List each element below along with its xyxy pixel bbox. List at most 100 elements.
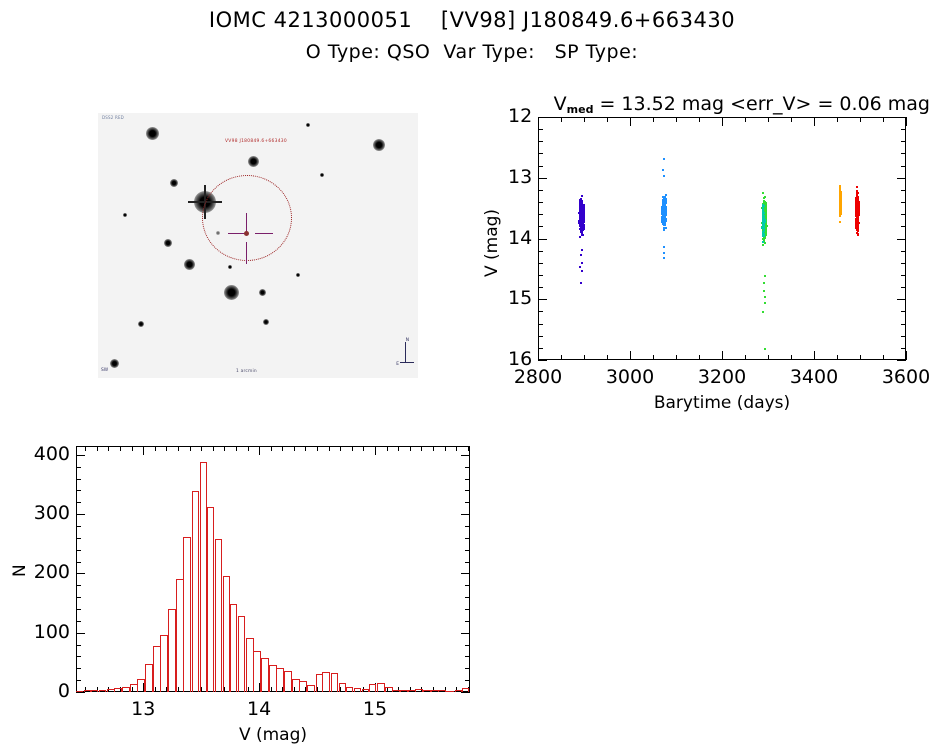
- lightcurve-outlier-point: [581, 261, 584, 264]
- lightcurve-point: [762, 209, 765, 212]
- histogram-bar: [438, 690, 446, 692]
- lightcurve-point: [661, 207, 664, 210]
- lightcurve-panel: 2800 3000 3200 3400 3600 12 13 14 15 16 Barytime …: [482, 105, 930, 413]
- histogram-bar: [75, 690, 84, 692]
- lightcurve-outlier-point: [580, 270, 583, 273]
- y-tick-minor: [538, 189, 543, 191]
- lightcurve-point: [763, 222, 766, 225]
- lightcurve-point: [856, 209, 858, 212]
- x-tick-major-top: [814, 117, 815, 126]
- field-star: [170, 179, 178, 187]
- y-tick-major: [538, 360, 547, 361]
- lightcurve-point: [761, 212, 764, 215]
- lightcurve-point: [663, 219, 666, 222]
- histogram-bar: [338, 682, 347, 692]
- lightcurve-outlier-point: [579, 266, 582, 269]
- y-tick-minor-right: [465, 490, 470, 492]
- y-tick-minor-right: [901, 274, 906, 276]
- x-tick-major-top: [538, 117, 539, 126]
- field-star: [296, 273, 300, 277]
- lightcurve-point: [763, 207, 766, 210]
- lightcurve-point: [854, 218, 857, 221]
- lightcurve-point: [580, 197, 583, 200]
- lightcurve-point: [663, 197, 666, 200]
- lightcurve-point: [855, 211, 858, 214]
- x-tick-minor: [444, 687, 446, 692]
- y-tick-major: [538, 177, 547, 179]
- lightcurve-point: [764, 213, 767, 215]
- y-tick-minor-right: [465, 502, 470, 504]
- y-tick-label: 100: [33, 620, 70, 643]
- lightcurve-point: [855, 202, 858, 205]
- y-tick-major: [538, 238, 547, 240]
- x-tick-minor: [791, 355, 792, 360]
- x-tick-minor-top: [96, 446, 98, 451]
- lightcurve-point: [579, 224, 582, 227]
- x-tick-minor-top: [409, 446, 411, 451]
- lightcurve-point: [856, 186, 859, 188]
- histogram-bar: [183, 536, 192, 692]
- x-tick-minor: [201, 687, 203, 692]
- lightcurve-point: [762, 241, 765, 244]
- histogram-bar: [168, 609, 176, 692]
- field-star: [224, 285, 239, 300]
- x-tick-minor-top: [270, 446, 272, 451]
- y-tick-minor-right: [901, 202, 906, 204]
- lightcurve-point: [761, 227, 764, 230]
- x-tick-minor: [883, 355, 884, 360]
- lightcurve-outlier-point: [581, 249, 584, 252]
- x-tick-minor-top: [432, 446, 434, 451]
- lightcurve-outlier-point: [662, 169, 665, 172]
- lightcurve-point: [857, 210, 860, 213]
- sky-image: DSS2 RED VV98 J180849.6+663430 1 arcmin …: [98, 113, 418, 378]
- lightcurve-point: [839, 197, 842, 200]
- y-tick-minor-right: [465, 478, 470, 480]
- lightcurve-point: [855, 214, 858, 217]
- x-tick-minor-top: [607, 117, 608, 122]
- x-tick-minor: [131, 687, 133, 692]
- y-tick-label: 400: [33, 442, 70, 465]
- histogram-bar: [261, 657, 269, 692]
- page-title: IOMC 4213000051 [VV98] J180849.6+663430: [208, 8, 736, 32]
- lightcurve-point: [840, 209, 843, 211]
- lightcurve-point: [578, 202, 581, 205]
- x-tick-minor: [270, 687, 272, 692]
- lightcurve-point: [856, 232, 859, 235]
- lightcurve-point: [762, 217, 765, 220]
- lightcurve-point: [664, 218, 667, 221]
- lightcurve-outlier-point: [662, 157, 665, 160]
- lightcurve-point: [855, 191, 858, 194]
- field-star: [373, 139, 385, 151]
- y-tick-minor: [76, 609, 81, 610]
- y-tick-minor: [76, 668, 81, 670]
- y-tick-minor-right: [465, 549, 470, 551]
- lightcurve-point: [839, 196, 842, 199]
- lightcurve-outlier-point: [763, 302, 766, 305]
- histogram-bar: [214, 539, 223, 692]
- histogram-bar: [229, 604, 238, 692]
- compass-north-label: N: [405, 338, 409, 343]
- lightcurve-point: [765, 208, 768, 211]
- x-tick-minor: [120, 687, 122, 692]
- lightcurve-point: [581, 216, 584, 218]
- vmed-subscript: med: [566, 103, 594, 116]
- lightcurve-point: [839, 193, 841, 196]
- histogram-bar: [252, 650, 261, 692]
- y-tick-minor-right: [465, 526, 470, 528]
- x-tick-major-top: [143, 446, 145, 455]
- x-tick-minor: [398, 687, 400, 692]
- y-tick-minor: [76, 644, 81, 646]
- x-tick-minor-top: [363, 446, 365, 451]
- lightcurve-point: [582, 228, 584, 231]
- histogram-bar: [113, 688, 122, 692]
- x-tick-minor-top: [421, 446, 423, 451]
- lightcurve-point: [839, 201, 842, 204]
- lightcurve-point: [839, 221, 842, 223]
- y-tick-minor-right: [901, 262, 906, 264]
- lightcurve-point: [856, 199, 859, 202]
- lightcurve-point: [856, 198, 859, 200]
- lightcurve-point: [580, 207, 583, 210]
- x-tick-minor-top: [120, 446, 122, 451]
- x-tick-major-top: [630, 117, 631, 126]
